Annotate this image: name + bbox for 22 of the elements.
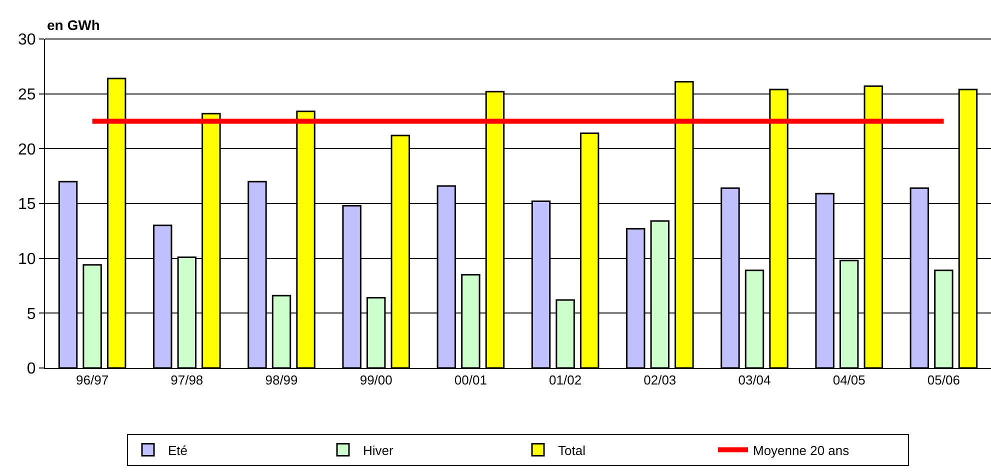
y-tick-label: 20 [18, 141, 36, 158]
y-tick-label: 0 [26, 360, 36, 378]
x-tick-label: 04/05 [832, 372, 866, 388]
y-tick-label: 25 [18, 86, 36, 104]
x-tick-label: 02/03 [644, 372, 676, 388]
x-tick-label: 97/98 [170, 372, 204, 388]
x-tick-label: 01/02 [549, 372, 582, 388]
y-tick-label: 5 [26, 306, 36, 323]
y-tick-label: 10 [18, 250, 36, 268]
x-tick-label: 05/06 [927, 372, 960, 388]
x-tick-label: 00/01 [454, 372, 487, 388]
x-tick-label: 03/04 [738, 372, 771, 388]
x-tick-label: 98/99 [265, 372, 298, 388]
x-tick-label: 96/97 [76, 372, 109, 388]
legend-label: Total [558, 442, 586, 458]
legend-label: Eté [168, 442, 188, 458]
x-tick-label: 99/00 [360, 372, 392, 388]
y-tick-label: 15 [18, 196, 36, 214]
legend-label: Hiver [363, 442, 394, 458]
y-axis-title: en GWh [47, 17, 100, 33]
legend-label: Moyenne 20 ans [753, 442, 850, 458]
y-tick-label: 30 [18, 32, 36, 49]
